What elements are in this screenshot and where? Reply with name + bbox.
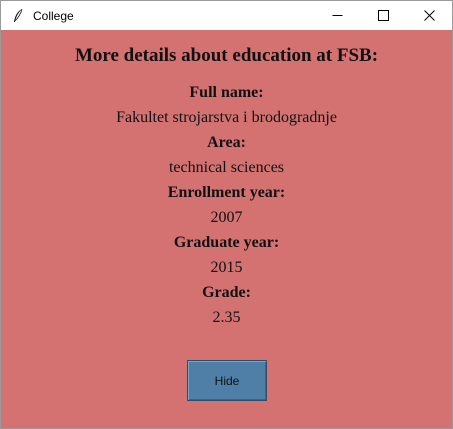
close-button[interactable]	[406, 1, 452, 30]
window-controls	[314, 1, 452, 30]
minimize-button[interactable]	[314, 1, 360, 30]
enrollment-year-value: 2007	[210, 209, 243, 226]
details-panel: More details about education at FSB: Ful…	[1, 30, 452, 428]
area-label: Area:	[207, 134, 246, 151]
feather-icon	[11, 8, 25, 24]
grade-label: Grade:	[202, 284, 251, 301]
title-bar[interactable]: College	[1, 1, 452, 30]
maximize-button[interactable]	[360, 1, 406, 30]
close-icon	[423, 10, 435, 21]
hide-button[interactable]: Hide	[187, 360, 267, 401]
minimize-icon	[332, 15, 342, 16]
full-name-value: Fakultet strojarstva i brodogradnje	[116, 109, 337, 126]
graduate-year-value: 2015	[210, 259, 243, 276]
full-name-label: Full name:	[189, 84, 264, 101]
area-value: technical sciences	[168, 159, 285, 176]
page-heading: More details about education at FSB:	[74, 45, 379, 66]
enrollment-year-label: Enrollment year:	[167, 184, 286, 201]
maximize-icon	[377, 10, 389, 21]
grade-value: 2.35	[212, 309, 241, 326]
graduate-year-label: Graduate year:	[173, 234, 280, 251]
window-title: College	[33, 8, 74, 23]
